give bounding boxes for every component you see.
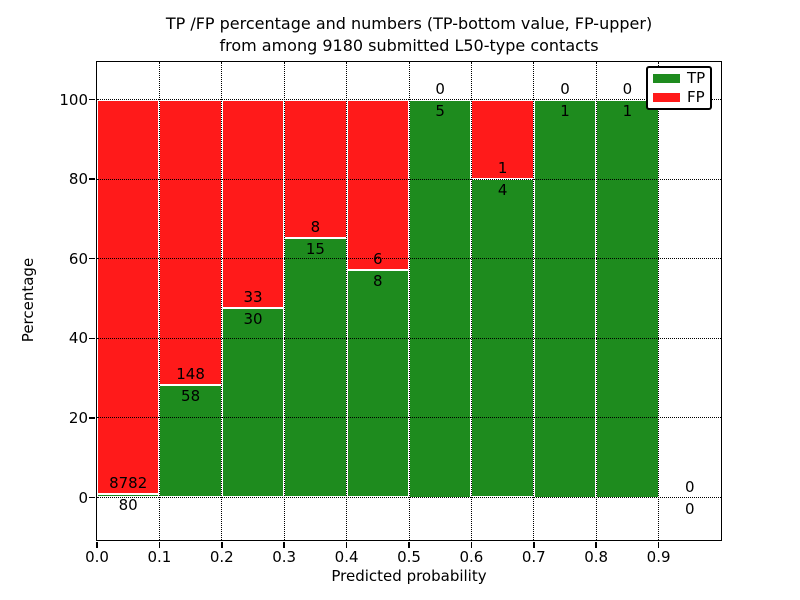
x-gridline xyxy=(221,62,223,540)
chart-title-line2: from among 9180 submitted L50-type conta… xyxy=(219,36,599,55)
x-gridline xyxy=(283,62,285,540)
x-tick-label: 0.6 xyxy=(459,548,484,566)
tp-bar-segment xyxy=(596,99,659,498)
tp-count-label: 80 xyxy=(118,495,138,514)
legend-item-fp: FP xyxy=(653,90,705,105)
fp-count-label: 33 xyxy=(243,287,263,306)
legend-label-fp: FP xyxy=(687,88,705,106)
y-tick-label: 100 xyxy=(59,90,88,109)
x-axis-tick xyxy=(595,542,597,548)
tp-bar-segment xyxy=(533,99,597,498)
fp-bar-segment xyxy=(346,99,409,271)
y-tick-label: 20 xyxy=(68,408,88,427)
y-axis-tick xyxy=(89,496,95,499)
x-tick-label: 0.9 xyxy=(646,548,671,566)
y-gridline xyxy=(97,99,721,100)
fp-count-label: 8 xyxy=(310,217,321,236)
legend: TP FP xyxy=(646,66,712,110)
chart-title: TP /FP percentage and numbers (TP-bottom… xyxy=(97,13,721,57)
x-axis-tick xyxy=(158,542,161,548)
tp-bar-segment xyxy=(409,99,472,498)
x-tick-label: 0.1 xyxy=(147,548,172,566)
chart-title-line1: TP /FP percentage and numbers (TP-bottom… xyxy=(165,14,653,33)
fp-swatch-icon xyxy=(653,93,680,102)
fp-bar-segment xyxy=(159,99,222,386)
x-axis-tick xyxy=(96,542,98,548)
tp-count-label: 1 xyxy=(560,101,570,120)
y-gridline xyxy=(97,178,721,180)
fp-bar-segment xyxy=(221,99,285,308)
x-tick-label: 0.8 xyxy=(584,548,609,566)
legend-item-tp: TP xyxy=(653,71,705,86)
fp-bar-segment xyxy=(284,99,347,238)
tp-bar-segment xyxy=(221,307,285,498)
x-axis-tick xyxy=(345,542,348,548)
y-axis-tick xyxy=(89,98,95,101)
y-tick-label: 80 xyxy=(68,170,88,189)
tp-count-label: 1 xyxy=(622,101,633,120)
y-tick-label: 0 xyxy=(78,488,88,507)
fp-count-label: 0 xyxy=(622,79,633,98)
tp-count-label: 8 xyxy=(373,272,383,291)
tp-count-label: 30 xyxy=(243,309,263,328)
x-axis-label: Predicted probability xyxy=(331,567,487,585)
y-tick-label: 40 xyxy=(68,329,88,348)
y-gridline xyxy=(97,337,721,339)
tp-bar-segment xyxy=(159,385,222,498)
x-axis-tick xyxy=(470,542,473,548)
fp-count-label: 0 xyxy=(435,79,445,98)
y-axis-tick xyxy=(89,337,95,340)
x-axis-tick xyxy=(408,542,410,548)
tp-count-label: 4 xyxy=(497,181,508,200)
y-tick-label: 60 xyxy=(68,249,88,268)
tp-swatch-icon xyxy=(653,74,680,83)
x-axis-tick xyxy=(657,542,660,548)
x-tick-label: 0.3 xyxy=(272,548,297,566)
y-axis-tick xyxy=(89,257,95,260)
x-tick-label: 0.0 xyxy=(85,548,109,566)
x-tick-label: 0.4 xyxy=(334,548,359,566)
tp-count-label: 58 xyxy=(181,387,201,406)
x-axis-tick xyxy=(283,542,285,548)
x-tick-label: 0.5 xyxy=(397,548,421,566)
x-gridline xyxy=(408,62,410,540)
legend-label-tp: TP xyxy=(687,69,706,87)
tp-bar-segment xyxy=(346,270,409,498)
tp-count-label: 0 xyxy=(685,499,695,518)
x-axis-tick xyxy=(533,542,535,548)
x-gridline xyxy=(658,62,660,540)
y-axis-tick xyxy=(89,417,95,419)
x-gridline xyxy=(470,62,472,540)
x-gridline xyxy=(346,62,348,540)
fp-count-label: 8782 xyxy=(109,473,148,492)
fp-count-label: 1 xyxy=(497,159,508,178)
tp-count-label: 5 xyxy=(435,101,445,120)
fp-count-label: 0 xyxy=(685,477,695,496)
fp-count-label: 148 xyxy=(176,365,205,384)
y-gridline xyxy=(97,497,721,498)
x-gridline xyxy=(158,62,160,540)
fp-bar-segment xyxy=(97,99,160,494)
x-tick-label: 0.7 xyxy=(521,548,546,566)
fp-count-label: 6 xyxy=(373,250,383,269)
y-axis-tick xyxy=(89,178,95,180)
fp-count-label: 0 xyxy=(560,79,570,98)
x-axis-tick xyxy=(221,542,223,548)
x-gridline xyxy=(595,62,597,540)
y-gridline xyxy=(97,258,721,260)
tp-count-label: 15 xyxy=(305,239,325,258)
x-tick-label: 0.2 xyxy=(209,548,234,566)
x-gridline xyxy=(533,62,535,540)
y-gridline xyxy=(97,417,721,419)
tp-bar-segment xyxy=(284,237,347,498)
